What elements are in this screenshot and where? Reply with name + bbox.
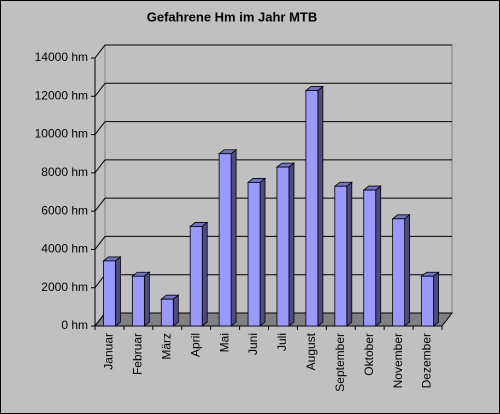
y-tick-label: 12000 hm xyxy=(35,88,88,102)
bar-side xyxy=(375,185,382,327)
bar-side xyxy=(230,148,237,327)
bar-side xyxy=(201,221,208,327)
x-tick-label: Mai xyxy=(217,333,231,352)
grid-line xyxy=(94,197,106,212)
x-tick-label: September xyxy=(333,333,347,392)
bar-side xyxy=(143,271,150,327)
x-tick-label: August xyxy=(304,332,318,370)
y-tick-label: 2000 hm xyxy=(41,280,88,294)
chart-title: Gefahrene Hm im Jahr MTB xyxy=(147,9,318,24)
x-tick-label: Juli xyxy=(275,333,289,351)
grid-line xyxy=(94,82,106,97)
grid-line xyxy=(94,121,106,135)
grid-line xyxy=(94,159,106,174)
x-tick-label: April xyxy=(188,333,202,357)
bar xyxy=(392,218,406,327)
y-tick-label: 6000 hm xyxy=(41,203,88,217)
y-tick-label: 14000 hm xyxy=(35,50,88,64)
bar xyxy=(131,275,145,327)
bar xyxy=(160,298,174,327)
y-tick-label: 8000 hm xyxy=(41,165,88,179)
bar-side xyxy=(288,162,295,327)
x-tick-label: Juni xyxy=(246,333,260,355)
x-tick-label: März xyxy=(159,333,173,360)
bar-side xyxy=(317,85,324,327)
bar-side xyxy=(259,177,266,327)
x-tick-label: Januar xyxy=(102,333,116,370)
y-tick-label: 4000 hm xyxy=(41,242,88,256)
bar xyxy=(363,189,377,327)
grid-line xyxy=(94,236,106,250)
bar xyxy=(305,90,319,327)
x-tick-label: November xyxy=(391,333,405,388)
bar-side xyxy=(115,256,121,327)
x-tick-label: Februar xyxy=(131,333,145,375)
y-tick-label: 10000 hm xyxy=(35,127,88,141)
bar-side xyxy=(346,181,353,327)
bar-side xyxy=(404,213,411,327)
bar-side xyxy=(172,294,179,327)
bar xyxy=(103,260,116,327)
bar-side xyxy=(433,271,439,327)
bar xyxy=(421,275,434,327)
x-tick-label: Oktober xyxy=(362,333,376,376)
bar xyxy=(334,185,348,327)
bar xyxy=(218,153,232,327)
x-tick-label: Dezember xyxy=(420,333,434,388)
bar xyxy=(247,182,261,327)
bar xyxy=(189,226,203,327)
bar xyxy=(276,166,290,327)
grid-line xyxy=(94,44,106,59)
y-tick-label: 0 hm xyxy=(61,318,88,332)
